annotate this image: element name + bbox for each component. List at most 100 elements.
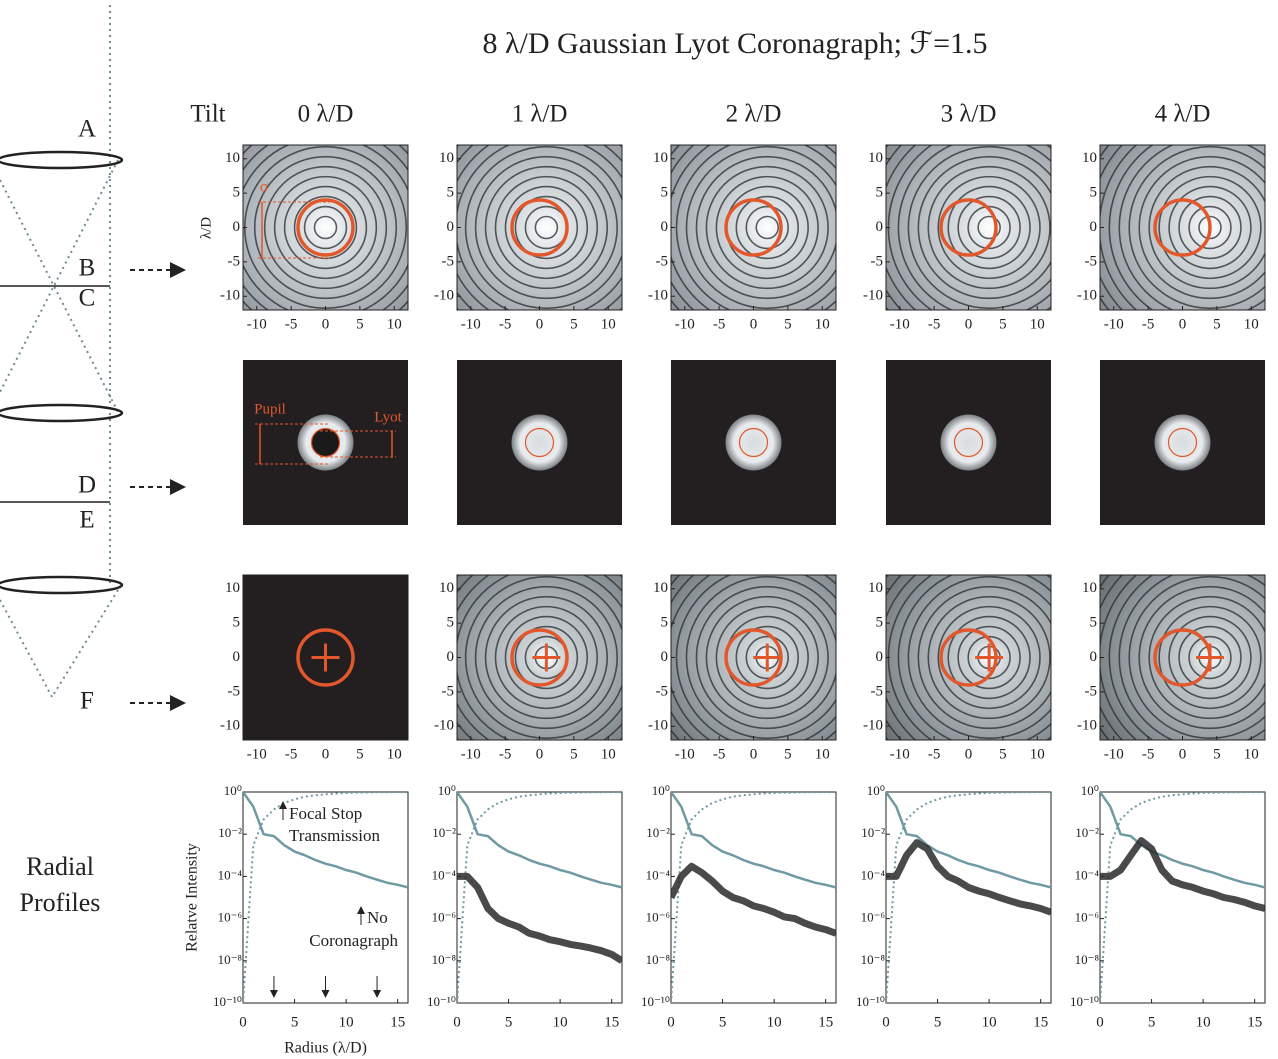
x-tick-label: 10: [601, 746, 616, 762]
airy-ring: [1138, 585, 1265, 730]
x-tick-label: -5: [1142, 316, 1155, 332]
x-tick-label: 10: [601, 316, 616, 332]
frame: [242, 144, 409, 311]
optics-label: B: [79, 255, 96, 282]
x-tick-label: 0: [667, 1014, 675, 1030]
image-panel: [886, 360, 1051, 525]
column-label: 2 λ/D: [726, 101, 782, 128]
series-line: [1100, 792, 1265, 1003]
y-tick-label: -10: [1077, 718, 1097, 734]
y-tick-label: -5: [442, 253, 455, 269]
x-tick-label: -10: [247, 316, 267, 332]
airy-ring: [534, 215, 559, 240]
pupil: [725, 414, 782, 471]
airy-ring: [917, 585, 1051, 730]
y-tick-label: 10⁻⁸: [861, 952, 886, 967]
airy-ring: [977, 215, 1001, 240]
airy-ring: [695, 155, 836, 300]
y-tick-label: 10⁻²: [218, 825, 242, 840]
y-tick-label: 10⁻⁴: [861, 867, 886, 882]
y-tick-label: -10: [220, 288, 240, 304]
y-tick-label: 5: [447, 615, 455, 631]
y-tick-label: 0: [661, 219, 669, 235]
x-tick-label: 15: [1033, 1014, 1048, 1030]
y-tick-label: 10: [1082, 580, 1097, 596]
airy-ring: [494, 175, 599, 280]
x-tick-label: -5: [928, 746, 941, 762]
series-line: [243, 792, 408, 889]
airy-ring: [263, 165, 388, 290]
image-panel: [1100, 360, 1265, 525]
plot-bg: [885, 791, 1052, 1004]
y-tick-label: 10⁻²: [1075, 825, 1099, 840]
x-tick-label: -5: [713, 746, 726, 762]
x-tick-label: 10: [1030, 746, 1045, 762]
frame: [670, 574, 837, 741]
y-tick-label: 10⁻²: [432, 825, 456, 840]
x-tick-label: 5: [784, 746, 792, 762]
y-tick-label: 10: [868, 580, 883, 596]
airy-ring: [715, 175, 819, 280]
x-tick-label: 5: [356, 746, 364, 762]
airy-ring: [1188, 635, 1232, 680]
y-tick-label: 0: [233, 649, 241, 665]
x-tick-label: 0: [239, 1014, 247, 1030]
frame: [885, 144, 1052, 311]
y-tick-label: 5: [876, 185, 884, 201]
optics-label: A: [78, 116, 96, 143]
y-tick-label: 10: [868, 150, 883, 166]
airy-ring: [303, 205, 348, 250]
series-line: [457, 792, 622, 889]
row-label: Radial: [26, 852, 94, 881]
image-panel: [671, 145, 836, 310]
planes: [0, 285, 110, 503]
x-tick-label: 5: [999, 316, 1007, 332]
column-label: 0 λ/D: [298, 101, 354, 128]
airy-ring: [494, 605, 599, 710]
series-line: [886, 792, 1051, 889]
airy-ring: [1128, 575, 1265, 740]
y-tick-label: -10: [434, 288, 454, 304]
image-panel: [457, 360, 622, 525]
lyot-label: Lyot: [374, 409, 402, 425]
airy-ring: [957, 195, 1021, 260]
image-panel: [886, 575, 1051, 740]
y-tick-label: 10⁻¹⁰: [213, 994, 242, 1009]
airy-ring: [917, 155, 1051, 300]
airy-ring: [1108, 575, 1154, 740]
airy-ring: [685, 145, 836, 310]
y-tick-label: 0: [661, 649, 669, 665]
y-tick-label: 10⁻⁴: [1075, 867, 1100, 882]
airy-ring: [907, 145, 1051, 310]
x-tick-label: -10: [1104, 746, 1124, 762]
plot-bg: [242, 791, 409, 1004]
x-tick-label: -5: [713, 316, 726, 332]
image-y-label: λ/D: [198, 217, 214, 239]
y-tick-label: -10: [648, 288, 668, 304]
sigma-label: σ: [260, 179, 269, 196]
x-tick-label: -10: [461, 746, 481, 762]
x-tick-label: 0: [1179, 746, 1187, 762]
y-tick-label: 0: [233, 219, 241, 235]
airy-ring: [705, 595, 829, 720]
column-label: 4 λ/D: [1155, 101, 1211, 128]
x-tick-label: 10: [815, 316, 830, 332]
annotation: No: [367, 908, 388, 927]
y-tick-label: -10: [1077, 288, 1097, 304]
y-tick-label: 5: [661, 185, 669, 201]
optics-label: C: [79, 285, 96, 312]
lyot-stop: [524, 427, 555, 458]
airy-ring: [897, 145, 1051, 310]
airy-ring: [474, 585, 618, 730]
airy-ring: [514, 195, 579, 260]
title: 8 λ/D Gaussian Lyot Coronagraph; ℱ=1.5: [483, 27, 988, 60]
y-tick-label: 5: [661, 615, 669, 631]
image-panel: [1100, 575, 1265, 740]
x-tick-label: 10: [1244, 316, 1259, 332]
pupil: [1154, 414, 1211, 471]
x-tick-label: 5: [999, 746, 1007, 762]
y-tick-label: 10: [1082, 150, 1097, 166]
airy-ring: [464, 575, 622, 740]
y-tick-label: 0: [876, 219, 884, 235]
frame: [1099, 574, 1266, 741]
